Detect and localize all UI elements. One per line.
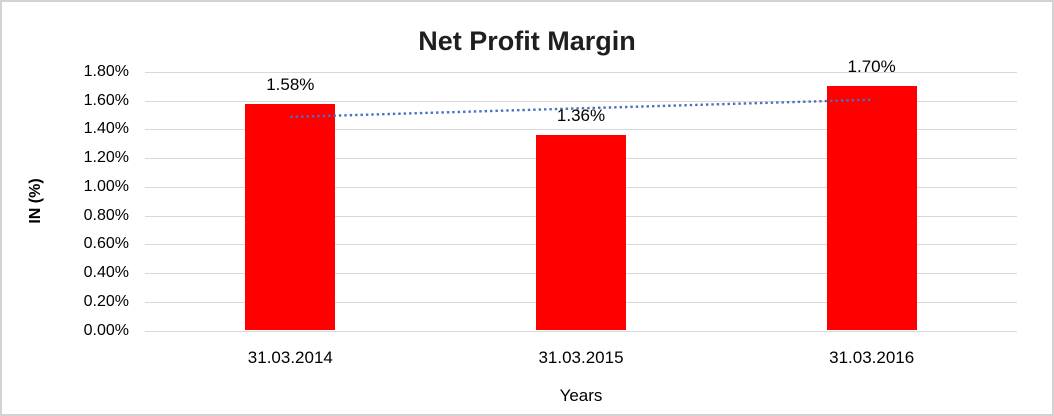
y-axis-tick-label: 0.60% [83,235,129,253]
y-axis-tick-label: 1.20% [83,149,129,167]
y-axis-title: IN (%) [27,178,44,224]
bar [826,86,917,331]
y-axis-tick-label: 0.00% [83,321,129,339]
y-gridline [145,129,1017,131]
y-axis-tick-label: 1.80% [83,63,129,80]
chart-title: Net Profit Margin [418,26,636,56]
bar-data-label: 1.70% [847,57,896,77]
y-gridline [145,330,1017,332]
y-axis-tick-label: 1.40% [83,120,129,138]
y-axis-tick-label: 0.80% [83,206,129,224]
bar [245,103,336,331]
x-axis-category-label: 31.03.2016 [829,348,915,367]
x-axis-category-label: 31.03.2014 [247,348,333,367]
bar [536,135,626,331]
bar-data-label: 1.58% [266,74,315,94]
y-gridline [145,72,1017,73]
x-axis-category-label: 31.03.2015 [538,348,624,367]
y-axis-tick-label: 1.00% [83,177,129,195]
x-axis-title: Years [559,386,603,405]
y-axis-tick-label: 0.40% [83,264,129,282]
y-axis-tick-label: 1.60% [83,91,129,109]
y-axis-tick-label: 0.20% [83,292,129,310]
bar-data-label: 1.36% [556,106,606,126]
